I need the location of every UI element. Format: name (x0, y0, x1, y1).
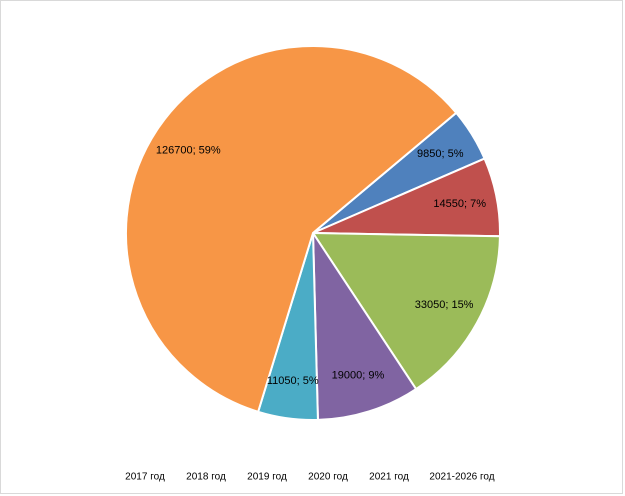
legend-label: 2019 год (247, 472, 287, 483)
legend-label: 2021 год (369, 472, 409, 483)
legend-label: 2017 год (125, 472, 165, 483)
legend-label: 2021-2026 год (429, 472, 494, 483)
legend-label: 2018 год (186, 472, 226, 483)
data-label: 33050; 15% (415, 299, 474, 311)
data-label: 126700; 59% (156, 144, 221, 156)
data-label: 19000; 9% (332, 370, 385, 382)
pie-slice (125, 45, 458, 414)
data-label: 9850; 5% (417, 148, 464, 160)
legend-label: 2020 год (308, 472, 348, 483)
data-label: 11050; 5% (267, 375, 319, 387)
pie-slice (311, 231, 501, 391)
data-label: 14550; 7% (433, 198, 486, 210)
pie-slice (311, 229, 418, 421)
